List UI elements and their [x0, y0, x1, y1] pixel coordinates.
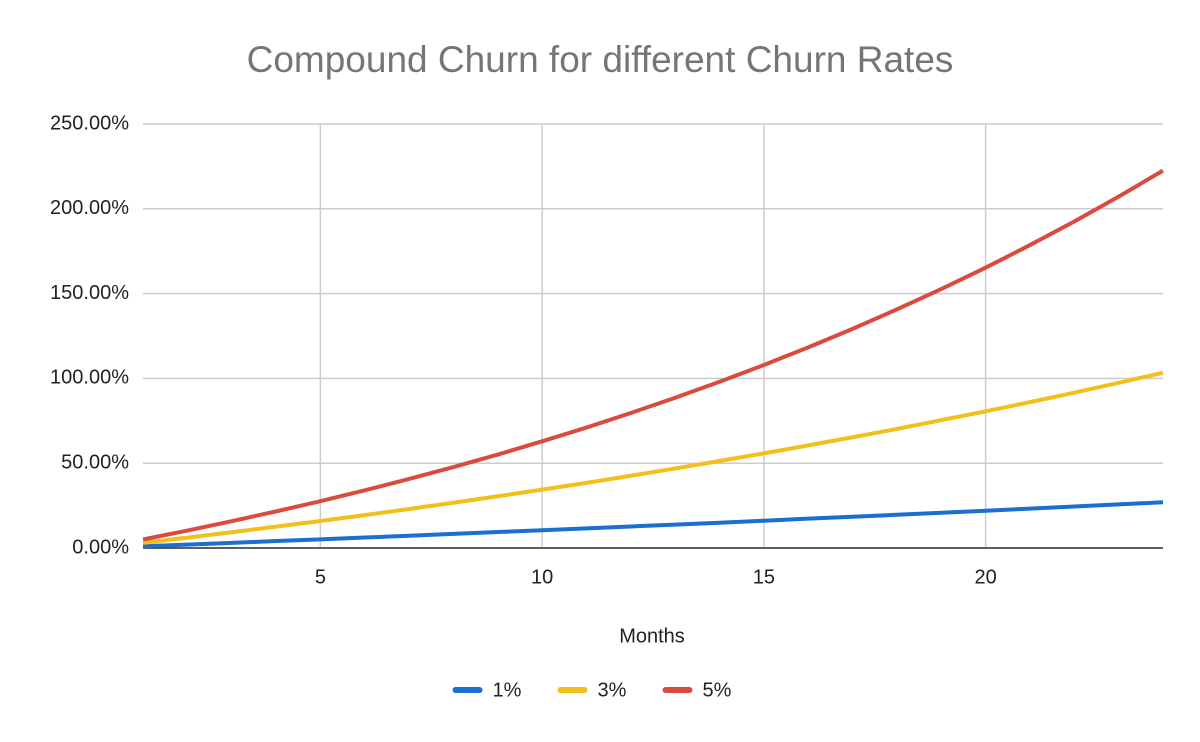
legend-label: 1% [493, 679, 522, 701]
x-tick-label: 10 [531, 566, 553, 588]
chart-title: Compound Churn for different Churn Rates [247, 39, 954, 80]
data-line [142, 370, 1164, 545]
y-tick-label: 50.00% [61, 451, 129, 473]
x-tick-label: 5 [315, 566, 326, 588]
y-tick-label: 150.00% [50, 282, 129, 304]
x-tick-label: 15 [753, 566, 775, 588]
data-line [142, 500, 1164, 549]
legend-swatch [452, 687, 483, 693]
y-tick-label: 100.00% [50, 367, 129, 389]
data-line [142, 168, 1165, 542]
y-tick-label: 250.00% [50, 112, 129, 134]
legend-swatch [662, 687, 693, 693]
x-axis-title: Months [619, 625, 685, 647]
y-tick-label: 0.00% [72, 536, 129, 558]
x-tick-label: 20 [974, 566, 996, 588]
legend-swatch [557, 687, 588, 693]
legend-label: 5% [703, 679, 732, 701]
legend-label: 3% [598, 679, 627, 701]
y-tick-label: 200.00% [50, 197, 129, 219]
